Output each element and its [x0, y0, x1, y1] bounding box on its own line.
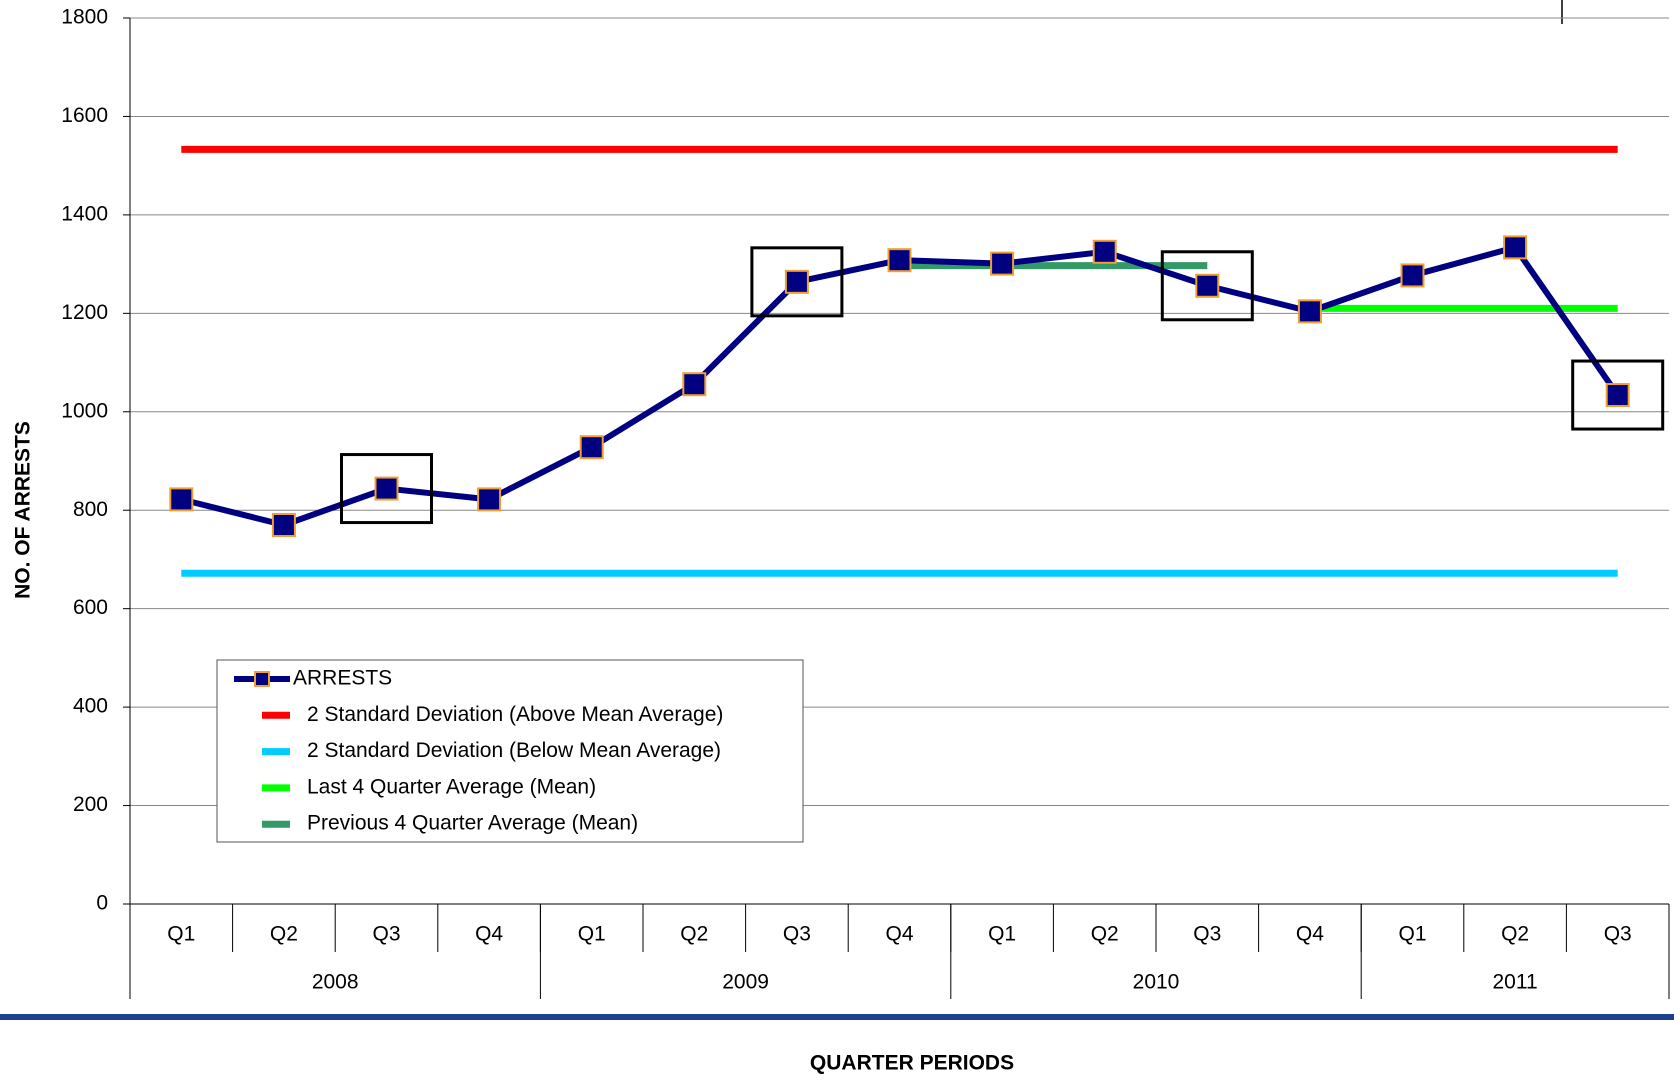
x-tick-label: Q2 — [680, 923, 708, 946]
y-tick-label: 1800 — [61, 6, 108, 29]
legend-label: Previous 4 Quarter Average (Mean) — [307, 812, 638, 835]
y-tick-label: 200 — [73, 793, 108, 816]
x-axis-label: QUARTER PERIODS — [810, 1052, 1014, 1075]
x-group-label: 2009 — [722, 971, 769, 994]
data-marker — [271, 512, 296, 537]
x-group-label: 2008 — [312, 971, 359, 994]
x-tick-label: Q3 — [372, 923, 400, 946]
data-marker — [169, 487, 194, 512]
x-tick-label: Q2 — [270, 923, 298, 946]
data-marker — [1605, 383, 1630, 408]
y-tick-label: 1200 — [61, 301, 108, 324]
y-tick-label: 800 — [73, 498, 108, 521]
legend-marker — [254, 671, 270, 687]
data-marker — [579, 435, 604, 460]
divider-bar — [0, 1014, 1674, 1020]
legend-label: 2 Standard Deviation (Above Mean Average… — [307, 703, 723, 726]
data-marker — [1195, 273, 1220, 298]
y-tick-label: 600 — [73, 596, 108, 619]
data-marker — [784, 269, 809, 294]
x-tick-label: Q1 — [1398, 923, 1426, 946]
y-tick-label: 1600 — [61, 104, 108, 127]
x-group-label: 2010 — [1133, 971, 1180, 994]
data-marker — [1297, 299, 1322, 324]
x-group-label: 2011 — [1493, 971, 1538, 994]
y-axis-label: NO. OF ARRESTS — [12, 421, 35, 599]
x-tick-label: Q4 — [1296, 923, 1324, 946]
x-tick-label: Q3 — [1604, 923, 1632, 946]
x-tick-label: Q2 — [1091, 923, 1119, 946]
x-tick-label: Q1 — [167, 923, 195, 946]
y-tick-label: 1000 — [61, 399, 108, 422]
y-tick-label: 1400 — [61, 202, 108, 225]
highlight-box — [340, 453, 433, 525]
x-tick-label: Q3 — [1193, 923, 1221, 946]
data-marker — [477, 487, 502, 512]
data-marker — [1092, 239, 1117, 264]
data-marker — [887, 248, 912, 273]
data-marker — [682, 372, 707, 397]
legend: ARRESTS 2 Standard Deviation (Above Mean … — [216, 659, 804, 843]
y-tick-label: 0 — [96, 892, 108, 915]
highlight-box — [750, 246, 844, 318]
x-tick-label: Q4 — [475, 923, 503, 946]
x-tick-label: Q2 — [1501, 923, 1529, 946]
x-tick-label: Q3 — [783, 923, 811, 946]
legend-label: Last 4 Quarter Average (Mean) — [307, 775, 596, 798]
legend-label: 2 Standard Deviation (Below Mean Average… — [307, 739, 721, 762]
x-tick-label: Q1 — [578, 923, 606, 946]
data-marker — [990, 251, 1015, 276]
legend-box — [216, 659, 804, 843]
legend-label: ARRESTS — [293, 667, 392, 690]
highlight-box — [1160, 250, 1254, 322]
x-tick-label: Q1 — [988, 923, 1016, 946]
highlight-box — [1571, 359, 1665, 431]
data-marker — [1400, 263, 1425, 288]
x-tick-label: Q4 — [885, 923, 913, 946]
y-tick-label: 400 — [73, 695, 108, 718]
data-marker — [1503, 235, 1528, 260]
data-marker — [374, 476, 399, 501]
